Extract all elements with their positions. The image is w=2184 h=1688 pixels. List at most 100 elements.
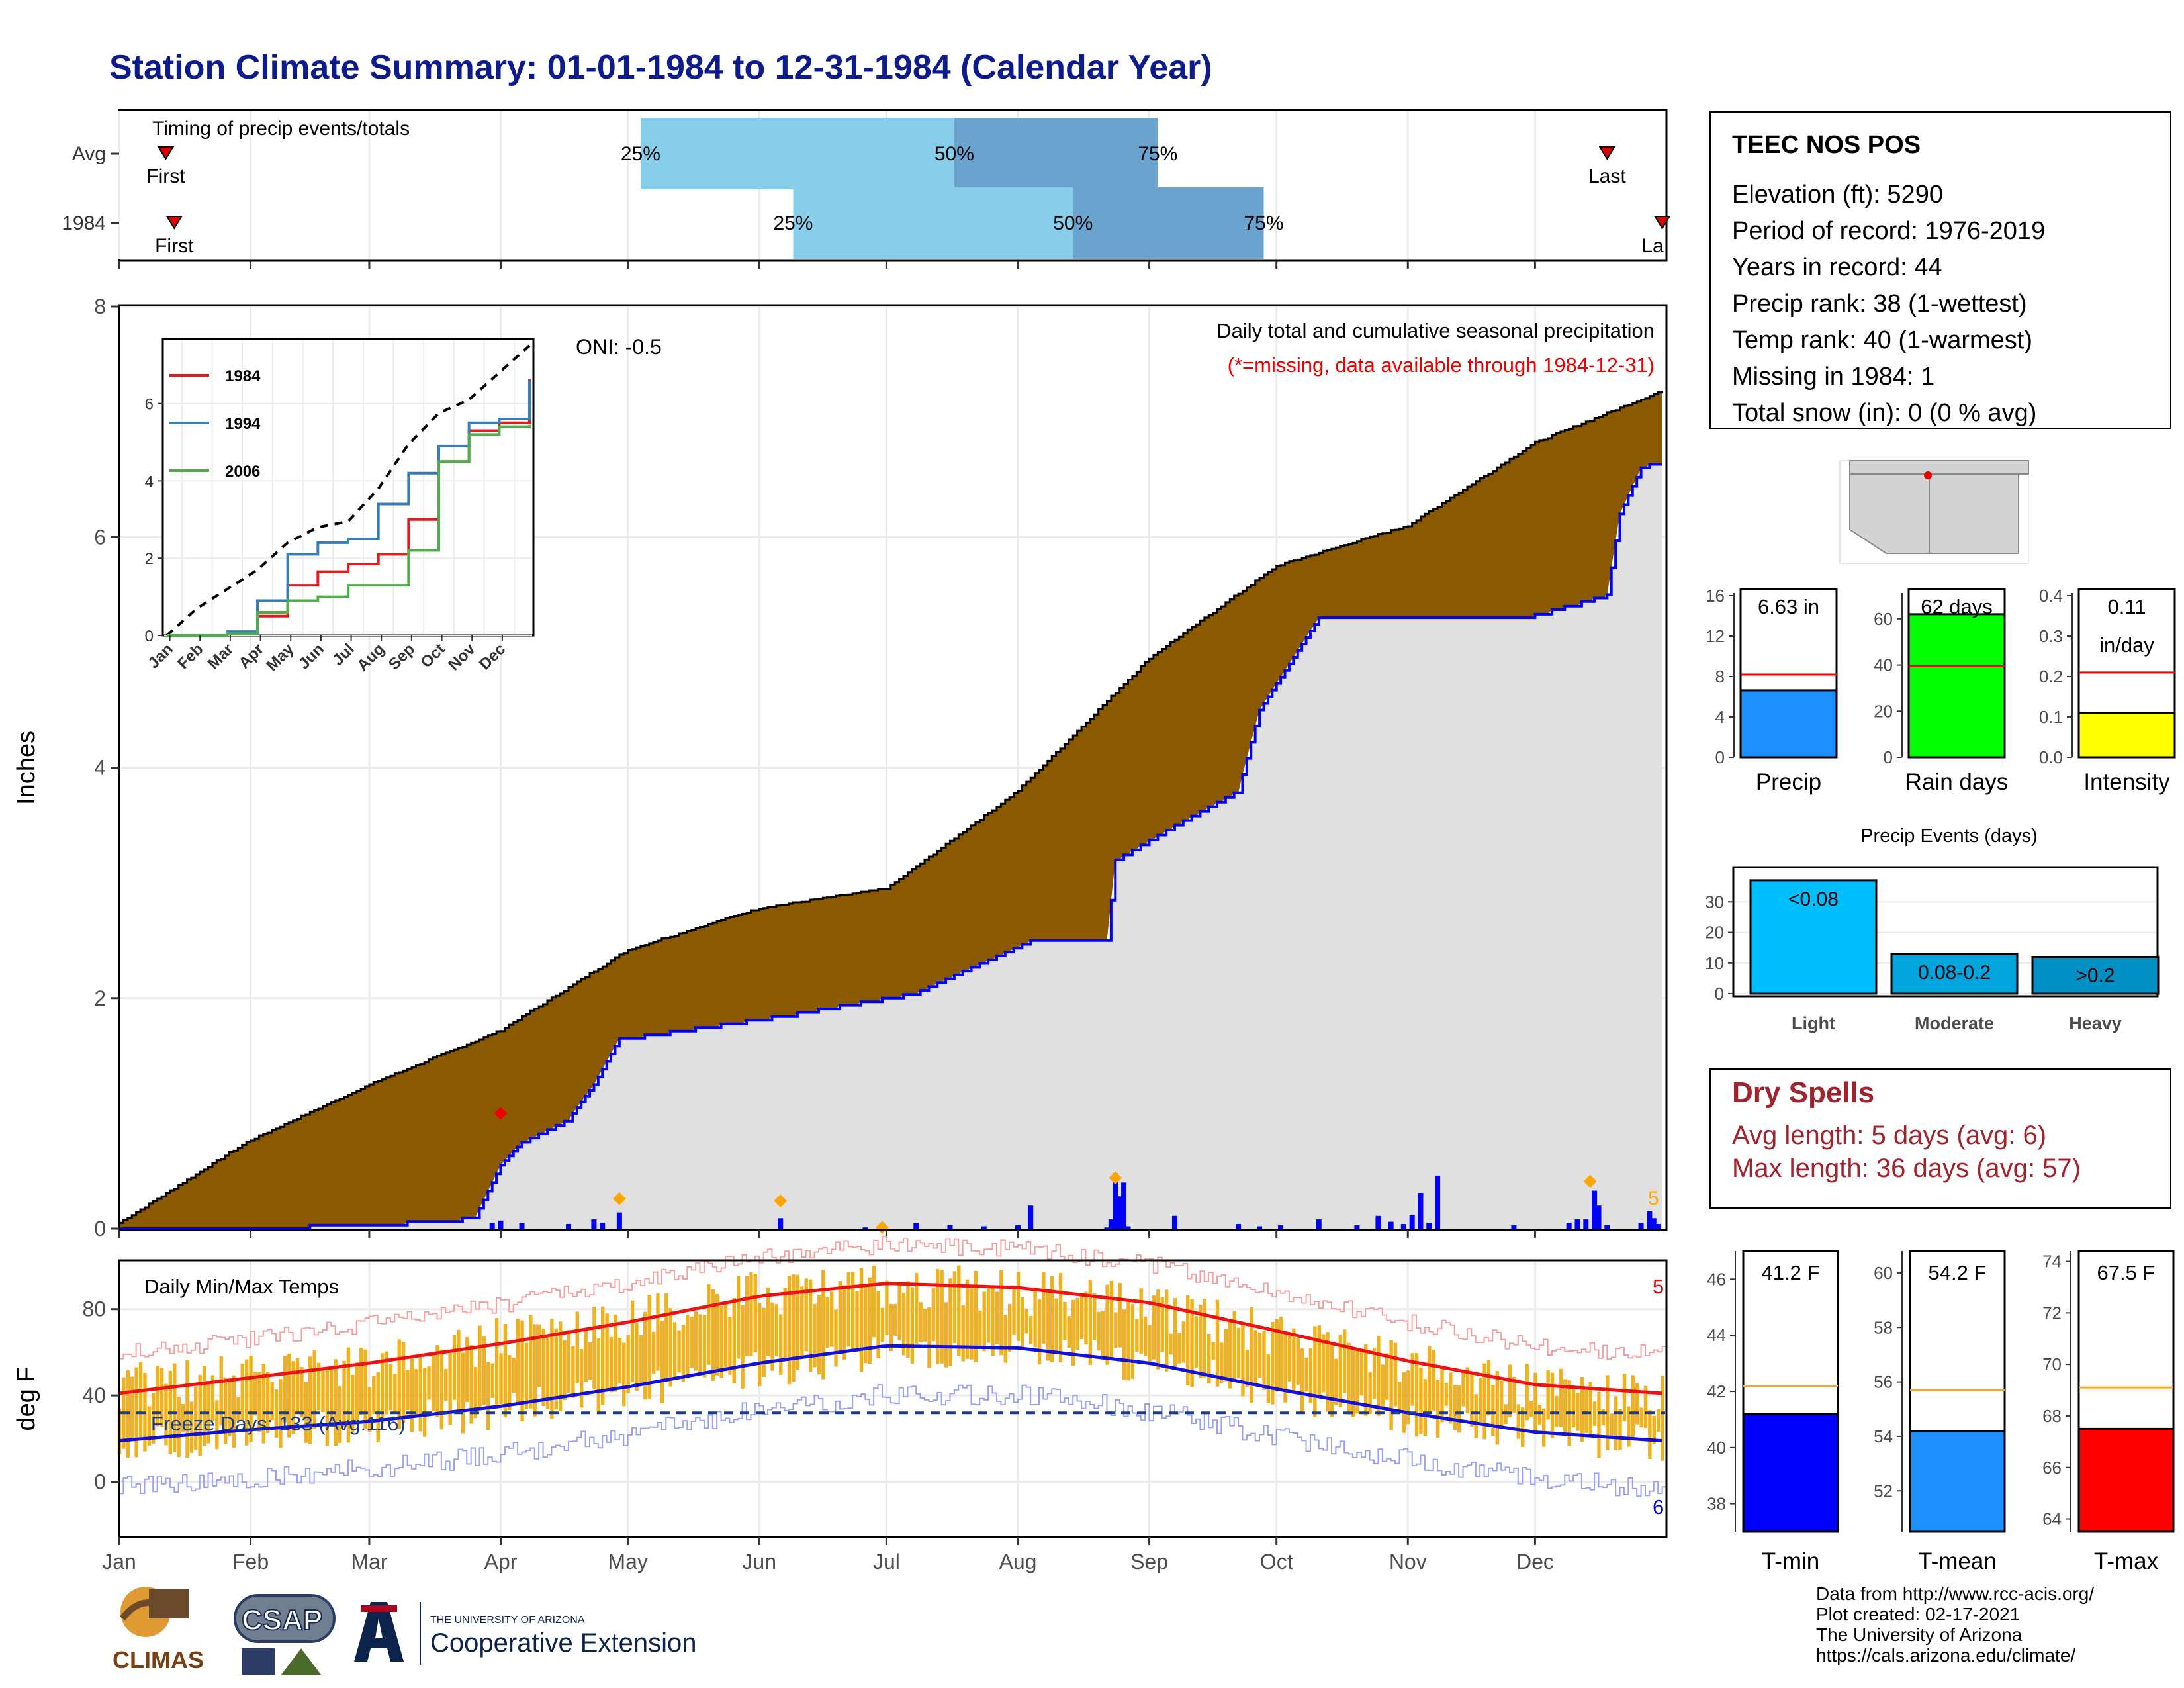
daily-precip-bar (913, 1223, 919, 1229)
daily-temp-range-bar (529, 1315, 533, 1409)
daily-temp-range-bar (1185, 1295, 1190, 1385)
daily-temp-range-bar (1444, 1382, 1449, 1406)
footer-line: The University of Arizona (1816, 1624, 2023, 1645)
daily-temp-range-bar (1597, 1391, 1601, 1458)
temp-bar-tick-label: 74 (2042, 1252, 2062, 1272)
mini-bar-label: Intensity (2083, 769, 2170, 795)
mini-bar-tick-label: 0.2 (2039, 667, 2063, 686)
daily-temp-range-bar (1211, 1342, 1215, 1360)
daily-temp-range-bar (711, 1289, 715, 1381)
daily-temp-range-bar (1203, 1298, 1207, 1378)
daily-temp-range-bar (936, 1269, 940, 1364)
daily-temp-range-bar (1381, 1364, 1385, 1407)
daily-precip-bar (1647, 1211, 1653, 1229)
daily-temp-range-bar (762, 1307, 766, 1378)
daily-temp-range-bar (1364, 1344, 1368, 1416)
last-event-label: La (1641, 235, 1664, 257)
daily-temp-range-bar (1177, 1333, 1181, 1364)
footer-line: Plot created: 02-17-2021 (1816, 1604, 2021, 1624)
daily-temp-range-bar (927, 1307, 931, 1368)
mini-bar-value (1907, 613, 2006, 759)
daily-temp-range-bar (130, 1376, 134, 1440)
daily-temp-range-bar (1275, 1319, 1279, 1392)
daily-temp-range-bar (401, 1342, 406, 1423)
daily-temp-range-bar (817, 1294, 821, 1375)
daily-temp-range-bar (439, 1349, 444, 1430)
daily-temp-range-bar (1499, 1380, 1504, 1429)
daily-temp-range-bar (728, 1317, 732, 1375)
precip-event-bar-label: >0.2 (2075, 965, 2115, 987)
daily-temp-range-bar (194, 1386, 198, 1450)
daily-temp-range-bar (999, 1270, 1003, 1356)
daily-temp-range-bar (1173, 1297, 1177, 1368)
daily-temp-range-bar (308, 1356, 312, 1444)
daily-temp-range-bar (889, 1303, 893, 1352)
daily-temp-range-bar (698, 1314, 702, 1375)
precip-event-bar (2031, 956, 2160, 995)
last-event-marker (1598, 146, 1616, 160)
daily-temp-range-bar (1156, 1289, 1160, 1370)
daily-temp-range-bar (295, 1358, 300, 1413)
daily-temp-range-bar (1359, 1350, 1364, 1395)
daily-temp-range-bar (931, 1288, 936, 1342)
daily-temp-range-bar (1622, 1374, 1627, 1421)
daily-temp-range-bar (265, 1372, 270, 1433)
daily-temp-range-bar (758, 1303, 762, 1387)
daily-temp-range-bar (647, 1294, 651, 1399)
daily-temp-range-bar (274, 1389, 279, 1438)
daily-temp-range-bar (520, 1320, 524, 1421)
daily-temp-range-bar (249, 1355, 253, 1442)
daily-temp-range-bar (1101, 1311, 1105, 1360)
daily-temp-range-bar (1635, 1383, 1639, 1425)
precip-event-category: Heavy (2069, 1013, 2122, 1033)
daily-temp-range-bar (1652, 1415, 1656, 1444)
daily-temp-range-bar (147, 1406, 152, 1446)
daily-temp-range-bar (1393, 1342, 1398, 1407)
inset-legend-label: 2006 (225, 463, 260, 481)
precip-y-axis-label: Inches (13, 731, 40, 805)
daily-temp-range-bar (622, 1342, 626, 1407)
daily-temp-range-bar (1160, 1297, 1164, 1352)
daily-temp-range-bar (1152, 1295, 1156, 1360)
daily-temp-range-bar (800, 1286, 804, 1358)
daily-temp-range-bar (164, 1383, 168, 1446)
mini-bar-tick-label: 0.1 (2039, 707, 2063, 727)
daily-temp-range-bar (312, 1350, 316, 1429)
dry-spells-title: Dry Spells (1732, 1076, 1875, 1109)
daily-precip-bar (1257, 1226, 1263, 1229)
daily-temp-range-bar (1338, 1334, 1342, 1407)
daily-temp-range-bar (630, 1300, 635, 1383)
daily-temp-range-bar (1385, 1353, 1389, 1400)
daily-temp-range-bar (444, 1368, 448, 1401)
daily-temp-range-bar (550, 1318, 554, 1419)
daily-temp-range-bar (563, 1340, 567, 1401)
daily-temp-range-bar (825, 1297, 829, 1348)
avg-min-temp-line (118, 1344, 1662, 1443)
daily-temp-range-bar (978, 1310, 982, 1346)
daily-temp-range-bar (808, 1279, 813, 1372)
climas-logo: CLIMAS (113, 1587, 204, 1673)
daily-temp-range-bar (1495, 1371, 1499, 1445)
daily-temp-range-bar (1058, 1272, 1063, 1363)
daily-temp-range-bar (1028, 1315, 1033, 1344)
temp-bar-tick-label: 46 (1707, 1269, 1726, 1289)
temp-bar-tick-label: 54 (1874, 1427, 1893, 1446)
daily-temp-range-bar (1580, 1376, 1584, 1442)
daily-temp-range-bar (1648, 1410, 1652, 1460)
inset-avg-line (165, 344, 531, 637)
daily-temp-range-bar (1321, 1334, 1326, 1393)
temp-bar-value (2077, 1427, 2175, 1533)
daily-temp-range-bar (1618, 1408, 1622, 1450)
inset-legend-label: 1994 (225, 415, 261, 433)
inset-y-tick-label: 2 (145, 550, 154, 568)
climas-logo-text: CLIMAS (113, 1646, 204, 1673)
daily-precip-bar (1316, 1219, 1322, 1229)
daily-precip-bar (1574, 1219, 1580, 1229)
timing-q75-label: 75% (1138, 143, 1177, 165)
daily-temp-range-bar (380, 1353, 385, 1424)
daily-temp-range-bar (957, 1265, 961, 1356)
mini-bar-value (2077, 712, 2176, 759)
daily-temp-range-bar (982, 1291, 986, 1352)
daily-temp-range-bar (228, 1378, 232, 1436)
daily-temp-range-bar (355, 1362, 359, 1425)
